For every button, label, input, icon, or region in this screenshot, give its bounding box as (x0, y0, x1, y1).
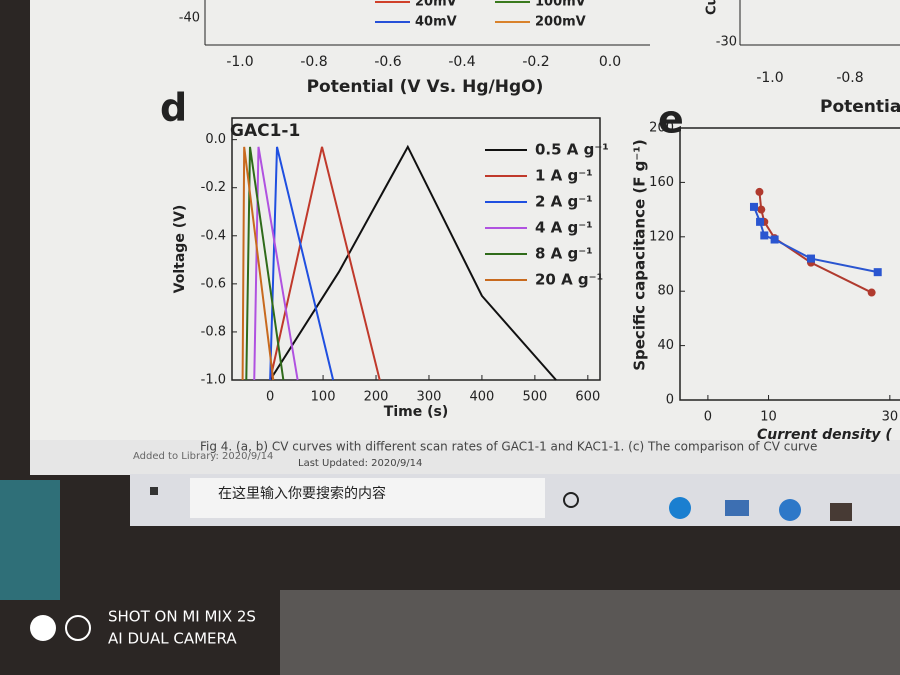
y-tick-label: 40 (657, 338, 674, 353)
edge-icon[interactable] (669, 497, 691, 519)
axis-label: Cu (705, 0, 720, 15)
x-tick-label: -0.6 (374, 54, 401, 70)
panel-letter: d (160, 86, 187, 130)
point (757, 205, 766, 214)
y-tick-label: -30 (716, 35, 737, 50)
x-tick-label: 600 (575, 390, 600, 405)
y-axis-label: Voltage (V) (172, 205, 188, 294)
legend-label: 8 A g⁻¹ (535, 245, 593, 263)
search-box[interactable] (190, 478, 545, 518)
legend-label: 40mV (415, 15, 457, 30)
x-tick-label: -0.2 (522, 54, 549, 70)
screen (30, 0, 900, 475)
y-tick-label: -40 (179, 11, 200, 26)
point (760, 231, 769, 240)
point (867, 288, 876, 297)
legend-label: 200mV (535, 15, 586, 30)
legend-label: 20 A g⁻¹ (535, 271, 603, 289)
x-tick-label: 500 (522, 390, 547, 405)
series-line (253, 146, 299, 381)
start-button[interactable] (150, 487, 158, 495)
x-tick-label: 0.0 (599, 54, 621, 70)
point (806, 254, 815, 263)
status-area (30, 440, 900, 475)
y-tick-label: 120 (649, 229, 674, 244)
series-line (245, 146, 285, 381)
x-tick-label: -0.8 (300, 54, 327, 70)
x-axis-label: Potential (V Vs. Hg/HgO) (307, 77, 544, 97)
x-tick-label: 0 (704, 410, 712, 425)
legend-label: 1 A g⁻¹ (535, 167, 593, 185)
y-tick-label: -0.2 (201, 180, 226, 195)
series-line (269, 146, 381, 381)
watermark: AI DUAL CAMERA (108, 630, 237, 648)
y-tick-label: 0.0 (205, 132, 226, 147)
x-axis-label: Potentia (820, 97, 900, 117)
app-icon[interactable] (725, 500, 749, 516)
point (749, 202, 758, 211)
library-updated: Last Updated: 2020/9/14 (298, 458, 422, 469)
x-axis-label: Time (s) (384, 404, 448, 420)
point (770, 235, 779, 244)
cortana[interactable] (563, 492, 579, 508)
library-added: Added to Library: 2020/9/14 (133, 451, 273, 462)
y-tick-label: 80 (657, 284, 674, 299)
app-icon[interactable] (779, 499, 801, 521)
legend-label: 4 A g⁻¹ (535, 219, 593, 237)
y-tick-label: 0 (666, 393, 674, 408)
logo (30, 615, 56, 641)
y-tick-label: 200 (649, 121, 674, 136)
x-tick-label: 0 (266, 390, 274, 405)
x-axis-label: Current density ( (757, 427, 892, 443)
x-tick-label: -0.4 (448, 54, 475, 70)
y-tick-label: -0.8 (201, 324, 226, 339)
y-tick-label: -1.0 (201, 373, 226, 388)
y-tick-label: 160 (649, 175, 674, 190)
plot-frame (679, 127, 900, 401)
store-icon[interactable] (830, 503, 852, 521)
series-line (241, 146, 275, 381)
laptop (280, 590, 900, 675)
search-text: 在这里输入你要搜索的内容 (218, 485, 386, 502)
legend-label: 2 A g⁻¹ (535, 193, 593, 211)
caption: Fig 4. (a, b) CV curves with different s… (200, 440, 817, 454)
x-tick-label: 100 (311, 390, 336, 405)
point (755, 187, 764, 196)
x-tick-label: 300 (417, 390, 442, 405)
plot-frame (231, 117, 601, 381)
legend-label: 100mV (535, 0, 586, 10)
watermark: SHOT ON MI MIX 2S (108, 608, 256, 626)
x-tick-label: -0.8 (836, 70, 863, 86)
point (873, 268, 882, 277)
x-tick-label: -1.0 (756, 70, 783, 86)
x-tick-label: 30 (882, 410, 899, 425)
legend-label: 0.5 A g⁻¹ (535, 141, 609, 159)
x-tick-label: 200 (364, 390, 389, 405)
y-axis-label: Specific capacitance (F g⁻¹) (631, 139, 649, 371)
object (0, 480, 60, 600)
legend-label: 20mV (415, 0, 457, 10)
y-tick-label: -0.4 (201, 228, 226, 243)
point (756, 217, 765, 226)
x-tick-label: 10 (760, 410, 777, 425)
y-tick-label: -0.6 (201, 276, 226, 291)
x-tick-label: 400 (470, 390, 495, 405)
logo (65, 615, 91, 641)
x-tick-label: -1.0 (226, 54, 253, 70)
chart-title: GAC1-1 (230, 121, 300, 141)
